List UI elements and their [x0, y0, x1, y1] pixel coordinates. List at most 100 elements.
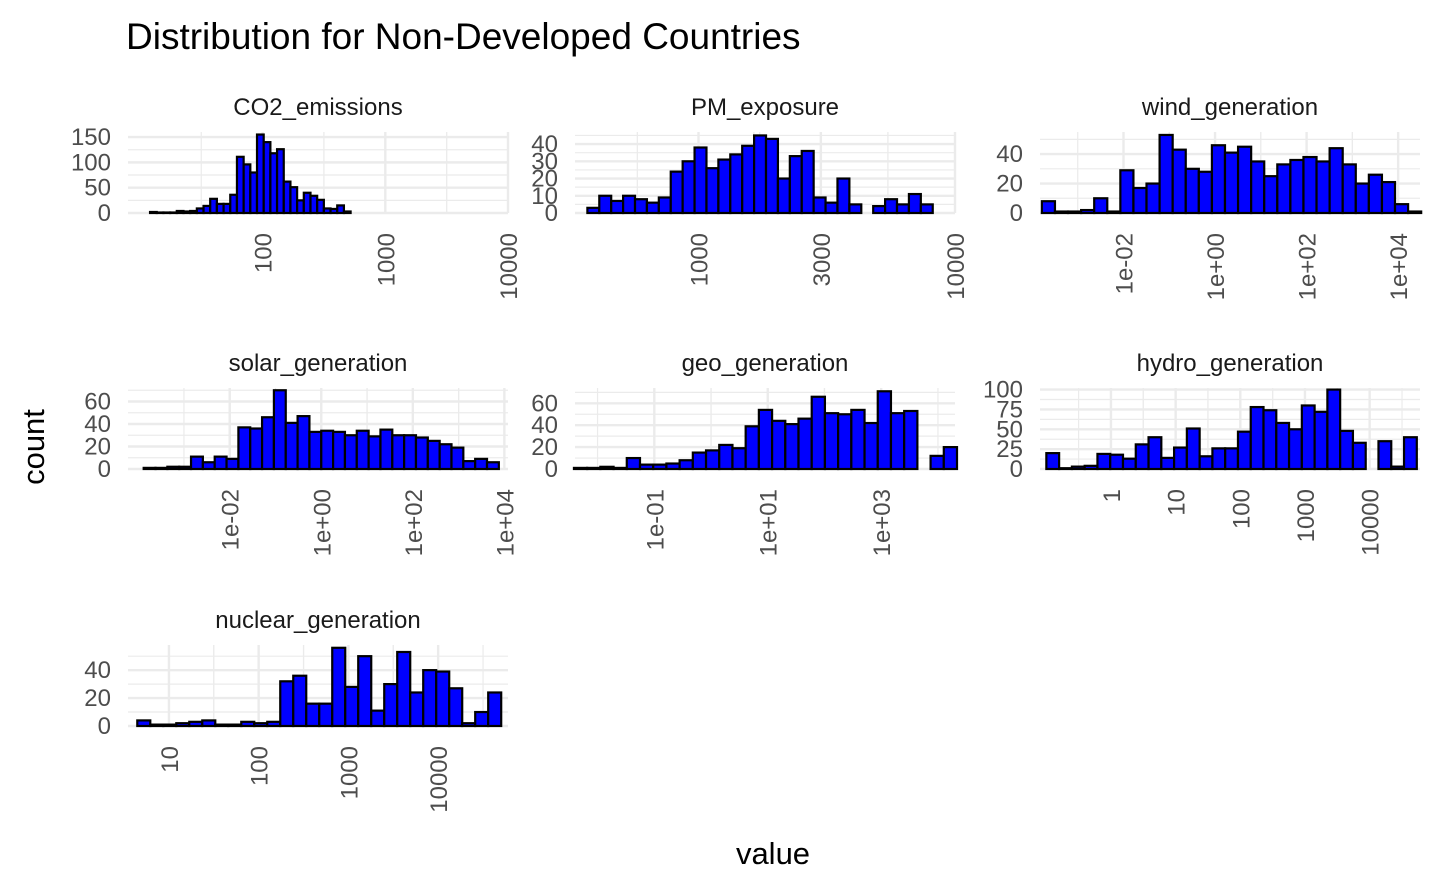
x-axis-label: value	[736, 836, 810, 871]
y-tick-label: 20	[531, 434, 558, 461]
nuclear-generation-bar	[188, 720, 204, 728]
x-tick-label: 1000	[687, 233, 714, 286]
x-tick-label: 10000	[1358, 489, 1385, 556]
hydro-generation-bar	[1121, 457, 1137, 471]
geo-generation-bar	[889, 412, 906, 471]
nuclear-generation-bar	[383, 683, 399, 728]
x-tick-label: 1e+01	[756, 489, 783, 556]
pm-exposure-bar	[848, 203, 863, 215]
wind-generation-facet-title: wind_generation	[1141, 94, 1318, 121]
geo-generation-bar	[665, 462, 681, 471]
hydro-generation-bar	[1211, 447, 1227, 471]
nuclear-generation-bar	[435, 670, 451, 728]
wind-generation-bar	[1236, 145, 1253, 215]
x-tick-label: 1e-02	[1111, 233, 1138, 294]
x-tick-label: 100	[251, 233, 278, 273]
x-tick-label: 1	[1099, 489, 1126, 502]
wind-generation-bar	[1145, 182, 1161, 215]
wind-generation-bar	[1210, 144, 1227, 215]
wind-generation-bar	[1276, 163, 1292, 215]
solar-generation-bar	[284, 421, 299, 471]
pm-exposure-bar	[895, 203, 911, 215]
wind-generation-bar	[1393, 203, 1410, 215]
solar-generation-bar	[462, 460, 477, 471]
geo-generation-bar	[572, 466, 589, 471]
geo-generation-bar	[691, 451, 708, 471]
x-tick-label: 1e+04	[1386, 233, 1413, 300]
y-tick-label: 25	[996, 436, 1023, 463]
hydro-generation-bar	[1134, 443, 1150, 471]
hydro-generation-bar	[1147, 436, 1163, 471]
y-tick-label: 0	[98, 456, 111, 483]
nuclear-generation-bar	[292, 674, 308, 728]
geo-generation-bar	[586, 466, 602, 471]
solar-generation-bar	[237, 426, 252, 471]
wind-generation-bar	[1106, 210, 1122, 215]
y-tick-label: 40	[84, 657, 111, 684]
co2-emissions-bar	[336, 204, 346, 215]
wind-generation-bar	[1367, 173, 1384, 215]
nuclear-generation-bar	[175, 722, 191, 728]
hydro-generation-bar	[1045, 452, 1061, 471]
solar-generation-bar	[391, 434, 406, 471]
geo-generation-bar	[784, 423, 800, 471]
geo-generation-bar	[678, 459, 694, 471]
y-tick-label: 100	[983, 377, 1023, 404]
wind-generation-bar	[1315, 160, 1331, 215]
wind-generation-bar	[1380, 180, 1397, 215]
solar-generation-bar	[249, 427, 264, 471]
geo-generation-facet-title: geo_generation	[682, 350, 849, 377]
solar-generation-bar	[166, 465, 181, 471]
wind-generation-bar	[1263, 175, 1279, 215]
co2-emissions-facet-title: CO2_emissions	[233, 94, 402, 121]
wind-generation-bar	[1289, 158, 1305, 215]
solar-generation-bar	[225, 457, 240, 471]
y-tick-label: 20	[84, 685, 111, 712]
hydro-generation-bar	[1096, 452, 1112, 471]
nuclear-generation-bar	[344, 685, 360, 728]
hydro-generation-bar	[1377, 440, 1393, 471]
hydro-generation-bar	[1390, 465, 1406, 471]
hydro-generation-bar	[1313, 410, 1329, 471]
y-tick-label: 0	[1010, 200, 1023, 227]
geo-generation-bar	[757, 408, 774, 471]
x-tick-label: 10000	[496, 233, 523, 300]
solar-generation-bar	[426, 439, 441, 471]
solar-generation-bar	[438, 443, 453, 471]
pm-exposure-bar	[598, 194, 613, 215]
hydro-generation-bar	[1160, 456, 1176, 471]
hydro-generation-bar	[1198, 455, 1214, 471]
geo-generation-bar	[638, 463, 655, 471]
nuclear-generation-bar	[357, 655, 373, 728]
pm-exposure-bar	[907, 192, 922, 215]
solar-generation-bar	[403, 434, 418, 471]
pm-exposure-bar	[764, 137, 780, 215]
x-tick-label: 1e+04	[492, 489, 519, 556]
hydro-generation-bar	[1300, 404, 1316, 471]
geo-generation-bar	[876, 390, 893, 471]
x-tick-label: 1e+02	[1295, 233, 1322, 300]
x-tick-label: 1e-01	[642, 489, 669, 550]
pm-exposure-bar	[824, 201, 839, 215]
x-tick-label: 100	[1228, 489, 1255, 529]
wind-generation-panel: wind_generation 020 40 1e-02 1e+00 1e+02 1e+04	[996, 94, 1423, 300]
y-tick-label: 20	[84, 434, 111, 461]
wind-generation-bar	[1341, 163, 1357, 215]
hydro-generation-facet-title: hydro_generation	[1137, 350, 1324, 377]
wind-generation-bar	[1053, 210, 1070, 215]
nuclear-generation-bar	[474, 710, 490, 728]
y-tick-label: 75	[996, 396, 1023, 423]
geo-generation-bar	[942, 446, 959, 471]
x-tick-label: 100	[247, 746, 274, 786]
y-tick-label: 60	[531, 390, 558, 417]
geo-generation-bar	[837, 413, 853, 471]
geo-generation-bar	[863, 421, 879, 471]
nuclear-generation-bar	[227, 723, 243, 728]
pm-exposure-bar	[669, 170, 684, 215]
pm-exposure-bar	[622, 194, 637, 215]
x-tick-label: 1000	[373, 233, 400, 286]
geo-generation-bar	[718, 443, 734, 471]
y-axis-label: count	[16, 409, 51, 485]
